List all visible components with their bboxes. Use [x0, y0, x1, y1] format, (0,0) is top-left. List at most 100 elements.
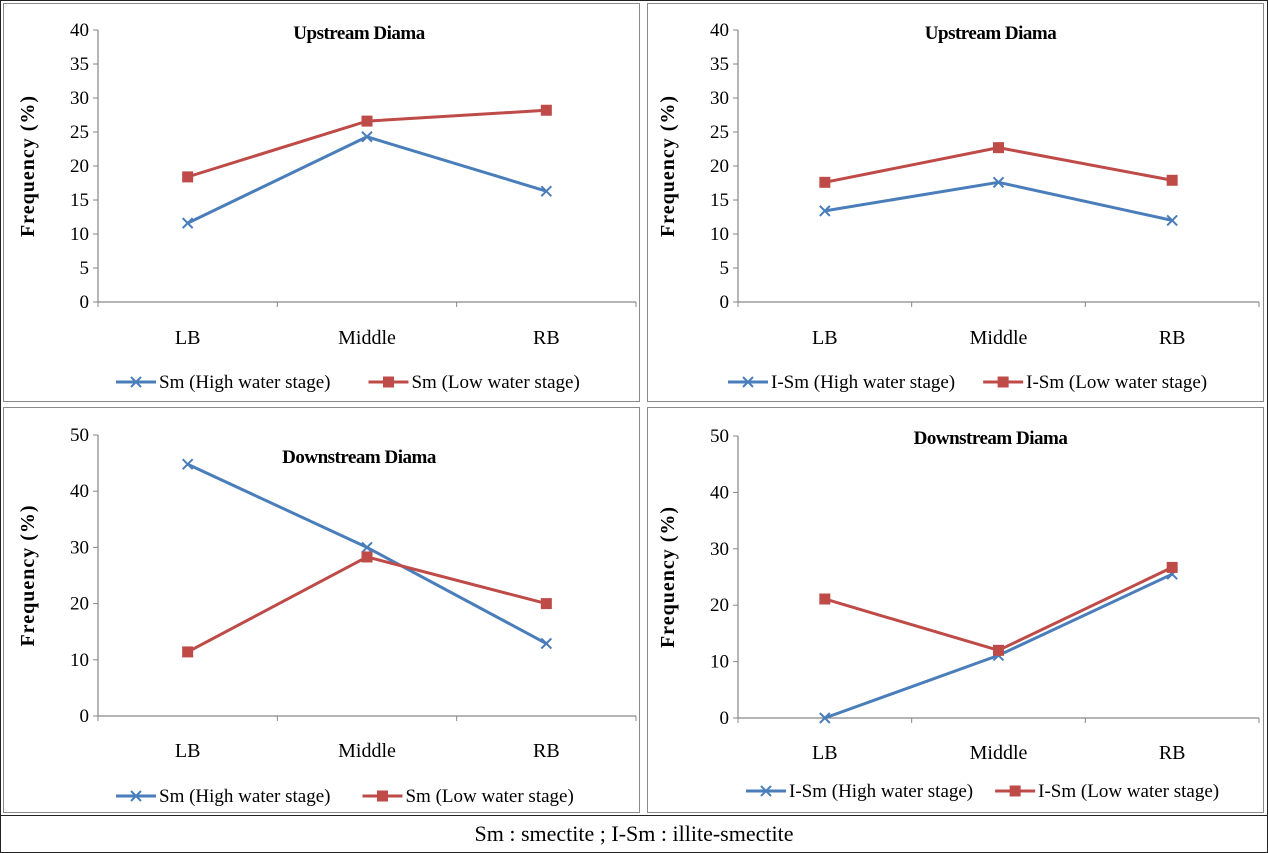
data-point [1166, 174, 1178, 186]
y-tick-label: 50 [70, 425, 89, 446]
y-tick-label: 25 [710, 122, 729, 143]
legend-item: Sm (High water stage) [116, 786, 330, 807]
data-point [1166, 214, 1178, 227]
series-line [186, 555, 547, 654]
chart-legend: I-Sm (High water stage) I-Sm (Low water s… [746, 781, 1219, 802]
series-high-water [181, 131, 553, 229]
y-tick-label: 20 [710, 595, 729, 616]
data-point [181, 458, 194, 470]
legend-marker [382, 376, 394, 388]
legend-marker [997, 376, 1009, 388]
y-tick-label: 50 [710, 426, 729, 447]
chart-title: Downstream Diama [282, 447, 437, 468]
y-tick-label: 20 [710, 156, 729, 177]
series-high-water [819, 176, 1178, 227]
data-point [540, 185, 553, 197]
legend-label: I-Sm (High water stage) [789, 781, 973, 802]
y-tick-label: 15 [70, 190, 89, 211]
series-line [824, 566, 1173, 652]
y-tick-label: 40 [70, 481, 89, 502]
chart-panel-upstream-sm: 0 5 10 15 20 25 30 35 40 LB Middle RB Upstream Diama… [3, 3, 640, 402]
legend-label: Sm (High water stage) [159, 786, 330, 807]
x-tick-label: LB [812, 742, 838, 764]
chart-legend: Sm (High water stage) Sm (Low water stage… [116, 372, 580, 393]
legend-marker [742, 376, 754, 388]
legend-label: I-Sm (Low water stage) [1038, 781, 1219, 802]
x-tick-label: RB [533, 740, 560, 762]
x-tick-label: RB [533, 327, 560, 349]
data-point [819, 712, 831, 724]
legend-item: I-Sm (Low water stage) [983, 372, 1207, 393]
series-low-water [819, 142, 1178, 188]
legend-item: I-Sm (Low water stage) [995, 781, 1219, 802]
y-tick-label: 15 [710, 190, 729, 211]
data-point [993, 142, 1004, 154]
series-line [824, 180, 1173, 222]
y-tick-label: 30 [70, 88, 89, 109]
legend-marker [130, 790, 142, 802]
y-tick-label: 10 [70, 650, 89, 671]
y-axis-label: Frequency (%) [17, 95, 39, 237]
data-point [540, 104, 552, 116]
y-tick-label: 25 [70, 122, 89, 143]
y-tick-label: 0 [720, 292, 730, 313]
legend-label: Sm (High water stage) [159, 372, 330, 393]
x-tick-label: Middle [970, 327, 1028, 349]
data-point [993, 644, 1004, 656]
chart-panel-downstream-sm: 0 10 20 30 40 50 LB Middle RB Downstream Diama Fre… [3, 407, 640, 813]
legend-label: Sm (Low water stage) [405, 786, 573, 807]
data-point [182, 646, 194, 658]
x-tick-label: LB [175, 327, 201, 349]
chart-svg: 0 5 10 15 20 25 30 35 40 LB Middle RB Upstream Diama… [657, 20, 1260, 393]
y-tick-label: 40 [710, 482, 729, 503]
x-tick-label: Middle [970, 742, 1028, 764]
data-point [819, 176, 831, 188]
series-high-water [181, 458, 553, 650]
data-point [361, 131, 373, 143]
data-point [361, 551, 373, 563]
x-tick-label: Middle [338, 327, 396, 349]
legend-item: I-Sm (High water stage) [728, 372, 955, 393]
figure-caption: Sm : smectite ; I-Sm : illite-smectite [474, 821, 794, 846]
data-point [182, 171, 194, 183]
data-point [819, 205, 831, 217]
data-point [992, 176, 1005, 189]
series-low-water [819, 561, 1178, 656]
y-tick-label: 10 [710, 224, 729, 245]
x-tick-label: LB [812, 327, 838, 349]
data-point [361, 541, 373, 554]
x-tick-label: LB [175, 740, 201, 762]
x-tick-label: Middle [338, 740, 396, 762]
y-tick-label: 10 [710, 652, 729, 673]
y-axis-label: Frequency (%) [17, 504, 39, 646]
chart-legend: I-Sm (High water stage) I-Sm (Low water s… [728, 372, 1207, 393]
y-tick-label: 35 [70, 54, 89, 75]
y-tick-label: 35 [710, 54, 729, 75]
y-tick-label: 30 [710, 88, 729, 109]
legend-marker [376, 790, 388, 802]
legend-marker [1009, 785, 1021, 797]
data-point [361, 115, 373, 127]
chart-title: Upstream Diama [925, 23, 1057, 44]
chart-title: Upstream Diama [293, 23, 425, 44]
y-tick-label: 20 [70, 156, 89, 177]
y-tick-label: 0 [80, 292, 90, 313]
data-point [540, 637, 553, 650]
chart-svg: 0 5 10 15 20 25 30 35 40 LB Middle RB Upstream Diama… [17, 20, 637, 393]
chart-svg: 0 10 20 30 40 50 LB Middle RB Downstream Diama Fre… [657, 426, 1260, 802]
y-axis-label: Frequency (%) [657, 95, 679, 237]
series-line [187, 135, 547, 225]
y-tick-label: 20 [70, 594, 89, 615]
chart-panel-downstream-ism: 0 10 20 30 40 50 LB Middle RB Downstream Diama Fre… [647, 407, 1264, 813]
chart-svg: 0 10 20 30 40 50 LB Middle RB Downstream Diama Fre… [17, 425, 637, 807]
legend-marker [130, 376, 142, 388]
y-tick-label: 0 [80, 706, 90, 727]
y-tick-label: 40 [710, 20, 729, 41]
legend-item: Sm (High water stage) [116, 372, 330, 393]
y-tick-label: 30 [710, 539, 729, 560]
chart-title: Downstream Diama [914, 428, 1069, 449]
legend-item: I-Sm (High water stage) [746, 781, 973, 802]
y-tick-label: 30 [70, 537, 89, 558]
caption-divider [0, 815, 1268, 816]
